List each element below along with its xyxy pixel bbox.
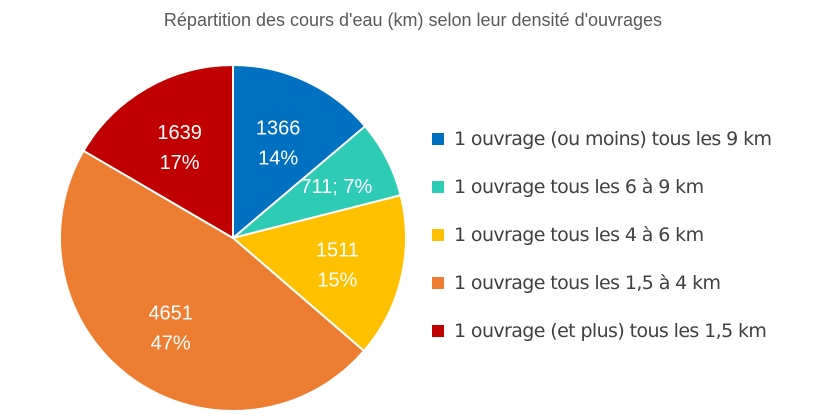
slice-value: 1511: [316, 240, 359, 262]
slice-percent: 17%: [160, 152, 200, 174]
legend: 1 ouvrage (ou moins) tous les 9 km 1 ouvr…: [432, 128, 772, 342]
slice-percent: 14%: [258, 148, 298, 170]
legend-item-3: 1 ouvrage tous les 1,5 à 4 km: [432, 272, 771, 294]
pie-slice-4: [82, 63, 234, 240]
legend-item-1: 1 ouvrage tous les 6 à 9 km: [432, 176, 771, 198]
legend-item-0: 1 ouvrage (ou moins) tous les 9 km: [432, 128, 772, 150]
legend-label: 1 ouvrage tous les 4 à 6 km: [454, 224, 704, 246]
slice-percent: 47%: [151, 332, 191, 354]
pie-slice-3: [59, 149, 366, 412]
legend-item-2: 1 ouvrage tous les 4 à 6 km: [432, 224, 771, 246]
legend-swatch: [432, 181, 444, 193]
legend-swatch: [432, 325, 444, 337]
legend-swatch: [432, 133, 444, 145]
slice-value: 1639: [157, 122, 202, 144]
slice-data-label-0: 1366 14%: [256, 118, 301, 170]
pie-slice-0: [232, 63, 367, 241]
slice-data-label-4: 1639 17%: [157, 122, 202, 174]
legend-item-4: 1 ouvrage (et plus) tous les 1,5 km: [432, 320, 771, 342]
slice-value: 4651: [148, 302, 193, 324]
legend-label: 1 ouvrage tous les 1,5 à 4 km: [454, 272, 721, 294]
slice-percent: 15%: [317, 270, 357, 292]
pie-slice-2: [230, 194, 407, 353]
legend-label: 1 ouvrage (et plus) tous les 1,5 km: [454, 320, 767, 342]
chart-title: Répartition des cours d'eau (km) selon l…: [163, 10, 663, 30]
slice-value: 1366: [256, 118, 301, 140]
slice-data-label-1: 711; 7%: [300, 176, 372, 198]
legend-label: 1 ouvrage (ou moins) tous les 9 km: [454, 128, 772, 150]
legend-label: 1 ouvrage tous les 6 à 9 km: [454, 176, 704, 198]
legend-swatch: [432, 277, 444, 289]
slice-data-label-2: 1511 15%: [316, 240, 359, 292]
legend-swatch: [432, 229, 444, 241]
slice-data-label-3: 4651 47%: [148, 302, 193, 354]
